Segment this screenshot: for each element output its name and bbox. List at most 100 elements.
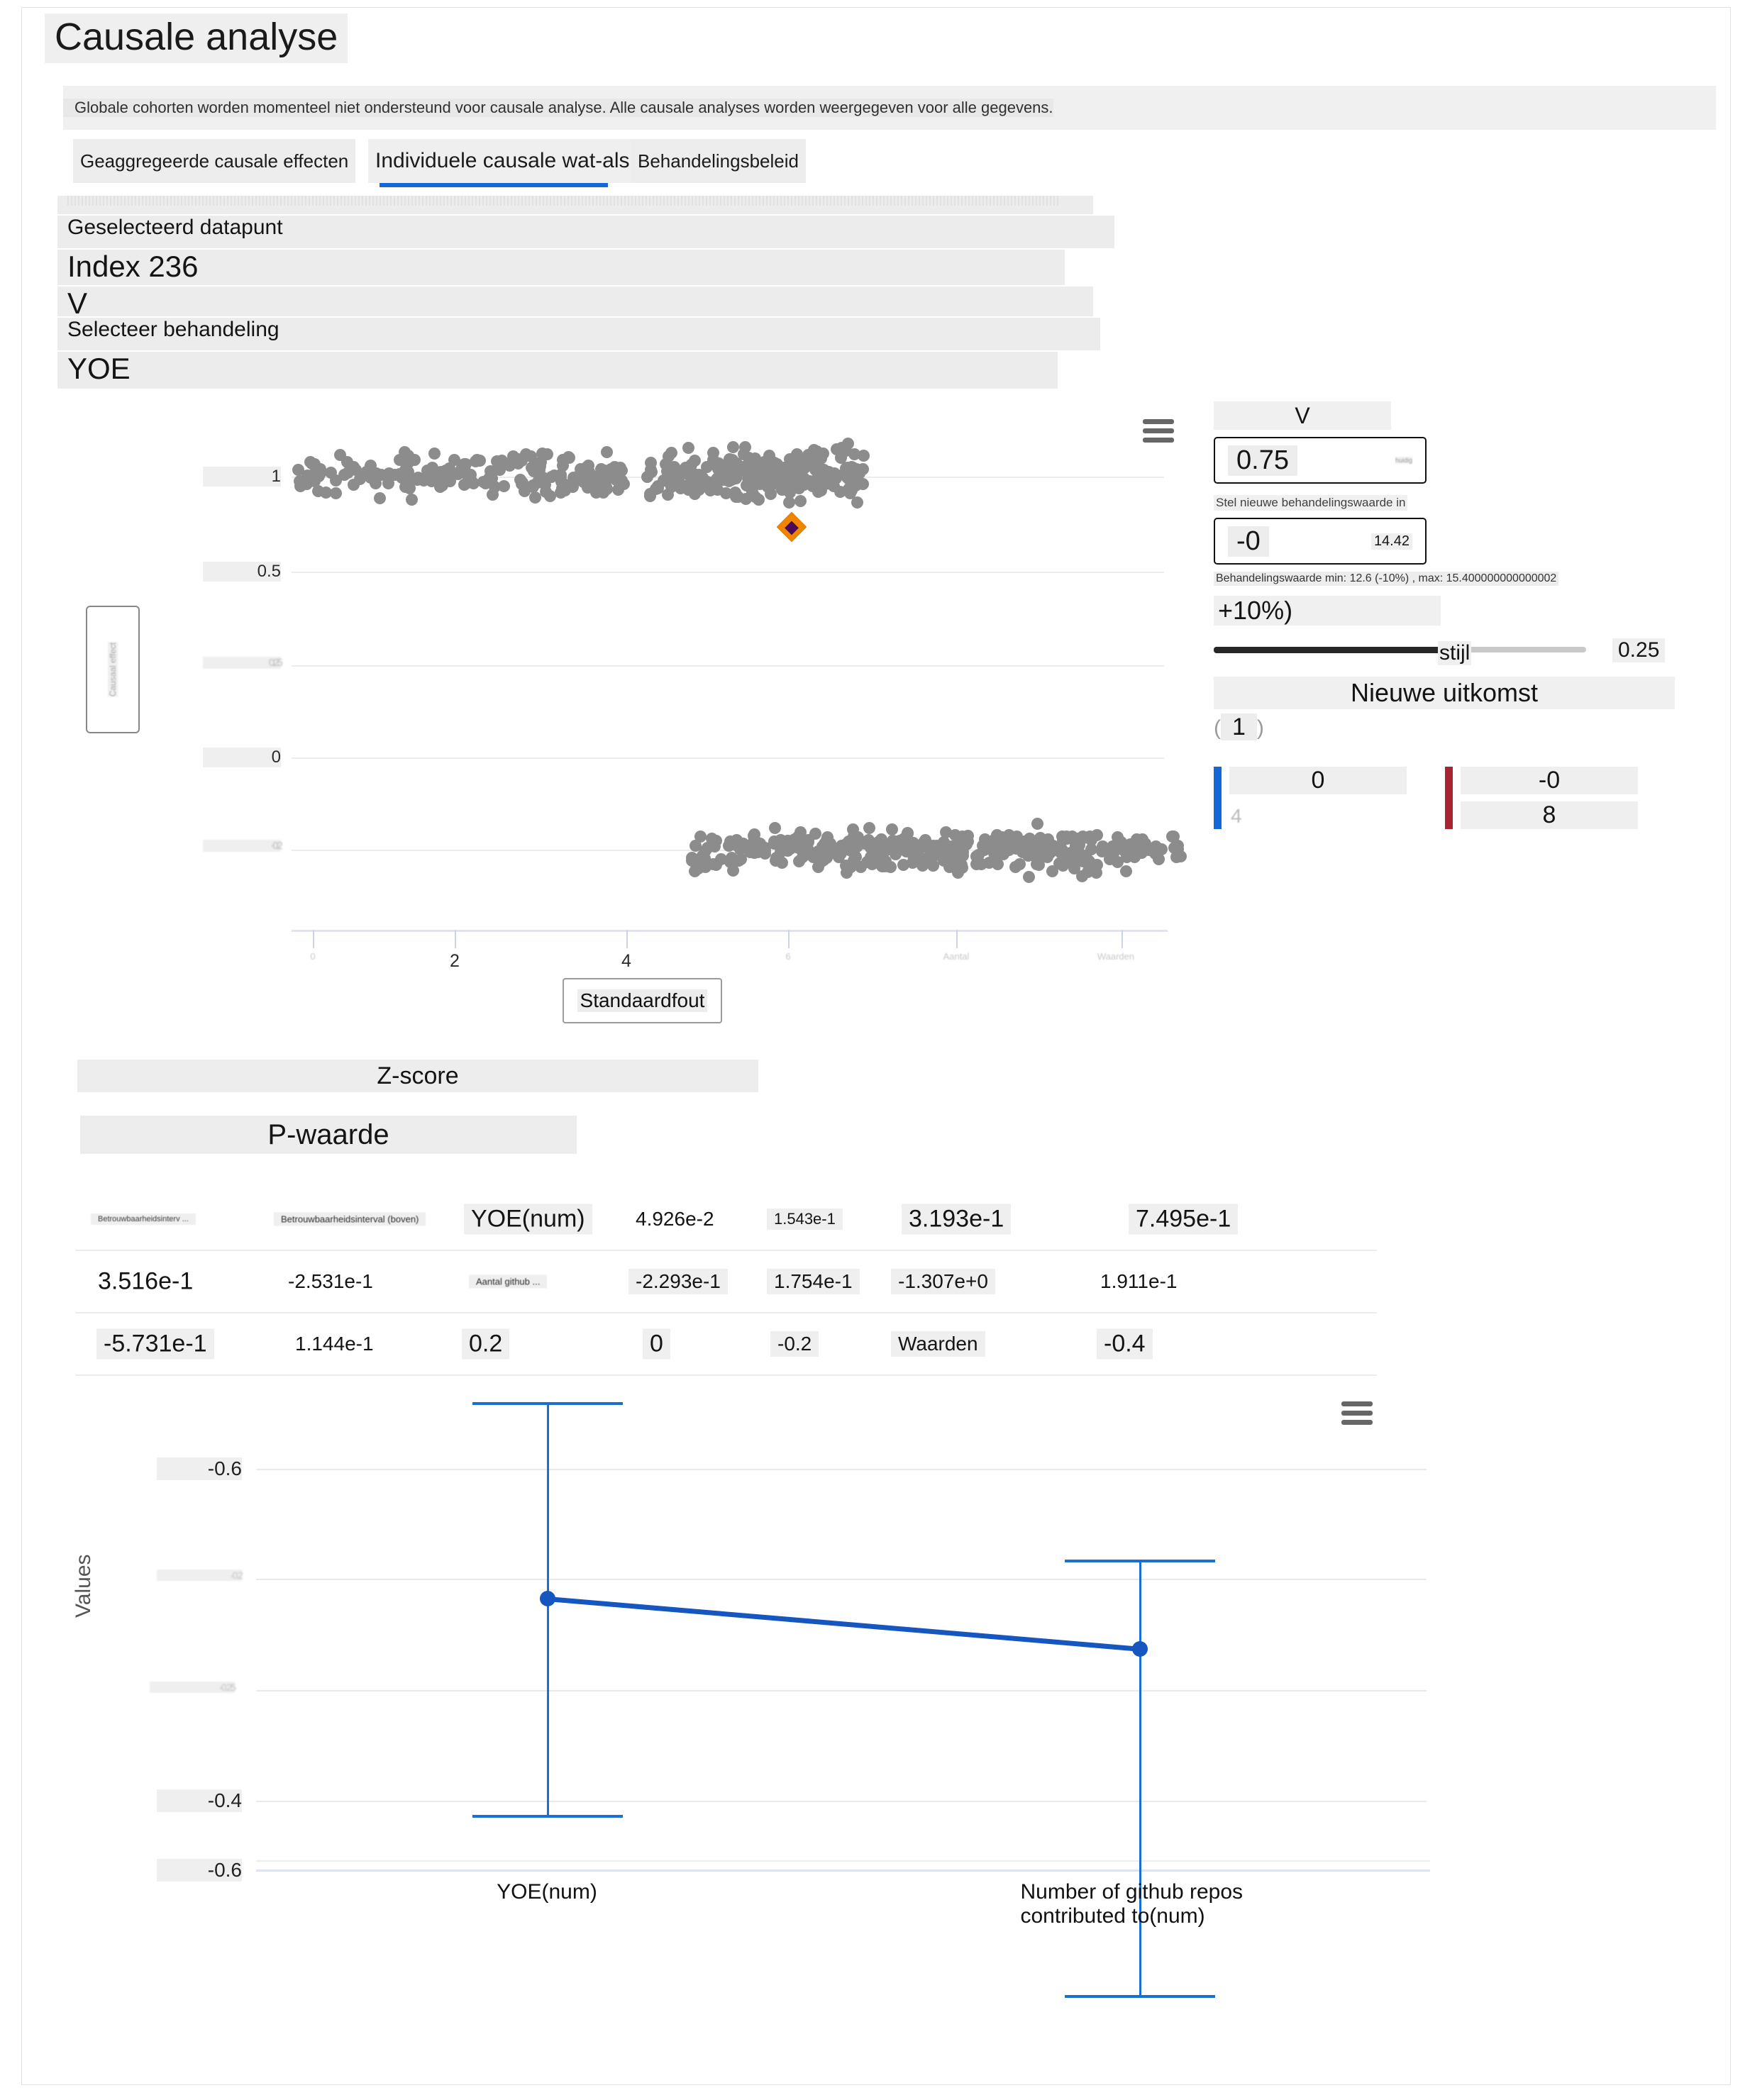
swarm-dot (496, 454, 509, 467)
cell-2-2: 0.2 (462, 1328, 510, 1360)
feature-value-input[interactable]: 0.75 huidig (1214, 437, 1427, 484)
card-accent-bar (1445, 767, 1453, 829)
x-tick-mark (313, 930, 314, 948)
x-tick-5: Waarden (1097, 951, 1135, 962)
x-tick-0: 0 (310, 951, 316, 962)
swarm-dot (577, 476, 589, 489)
swarm-dot (829, 472, 842, 484)
datapoint-index-row[interactable]: Index 236 (57, 250, 1122, 285)
swarm-dot (960, 838, 973, 850)
errorbar-cap-lower (472, 1815, 623, 1818)
swarm-dot (758, 841, 771, 854)
swarm-dot (709, 457, 721, 470)
y-axis-label-box[interactable]: Causaal effect (86, 606, 140, 733)
swarm-dot (775, 483, 788, 496)
swarm-dot (1022, 834, 1035, 847)
treatment-slider[interactable]: stijl 0.25 (1214, 635, 1682, 665)
outcome-cards: 0 4 -0 8 (1214, 767, 1710, 829)
swarm-dot (776, 856, 789, 869)
treatment-value-row[interactable]: YOE (57, 352, 1122, 389)
y-tick-0: 1 (203, 467, 281, 487)
swarm-dot (1046, 865, 1058, 878)
row-bg (57, 352, 1058, 389)
x-tick-mark (1122, 930, 1123, 948)
swarm-dot (763, 449, 775, 462)
swarm-dot (529, 491, 542, 504)
swarm-dot (729, 487, 741, 499)
swarm-dot (917, 836, 930, 848)
hamburger-menu-icon[interactable] (1341, 1401, 1373, 1426)
swarm-dot (792, 841, 805, 854)
data-point[interactable] (540, 1591, 555, 1606)
swarm-dot (783, 496, 796, 509)
treatment-value-input[interactable]: -0 14.42 (1214, 518, 1427, 565)
swarm-dot (848, 857, 860, 870)
feature-value-row[interactable]: V (57, 287, 1122, 320)
swarm-dot (839, 838, 852, 850)
what-if-panel: V 0.75 huidig Stel nieuwe behandelingswa… (1214, 401, 1710, 829)
swarm-dot (731, 457, 743, 470)
tab-aggregate-causal-effects[interactable]: Geaggregeerde causale effecten (73, 139, 356, 183)
swarm-dot (746, 462, 758, 475)
swarm-dot (699, 860, 711, 873)
cell-2-1: 1.144e-1 (295, 1333, 374, 1355)
swarm-dot (583, 465, 596, 478)
swarm-dot (541, 448, 553, 460)
cell-0-2: YOE(num) (464, 1204, 592, 1235)
y-tick-1: 0.5 (203, 562, 281, 582)
swarm-dot (851, 496, 863, 509)
feature-value-hint: huidig (1395, 457, 1412, 464)
selection-ghost-row (57, 196, 1100, 214)
swarm-dot (324, 466, 337, 479)
set-new-treatment-label: Stel nieuwe behandelingswaarde in (1214, 495, 1408, 511)
feature-title: V (1214, 401, 1391, 430)
swarm-dot (807, 851, 819, 864)
swarm-dot (744, 479, 757, 491)
swarm-dot (1171, 840, 1184, 852)
cell-1-5: -1.307e+0 (891, 1269, 995, 1294)
swarm-dot (458, 457, 470, 470)
eb-y-tick-4: -0.6 (157, 1859, 242, 1882)
swarm-dot (824, 837, 836, 850)
swarm-dot (990, 829, 1003, 842)
x-tick-2: 4 (621, 951, 631, 971)
hamburger-menu-icon[interactable] (1143, 419, 1174, 443)
swarm-dot (434, 481, 447, 494)
swarm-dot (426, 461, 439, 474)
swarm-dot (554, 468, 567, 481)
swarm-dot (448, 453, 461, 466)
swarm-dot (589, 487, 602, 499)
cell-0-1: Betrouwbaarheidsinterval (boven) (274, 1212, 426, 1226)
eb-y-axis-title: Values (72, 1554, 95, 1618)
data-point[interactable] (1132, 1641, 1148, 1657)
swarm-dot (1120, 865, 1133, 877)
row-bg (57, 250, 1065, 285)
swarm-dot (519, 448, 532, 460)
eb-y-tick-0: -0.6 (157, 1457, 242, 1480)
tab-individual-causal-whatif[interactable]: Individuele causale wat-als (368, 139, 637, 183)
selected-datapoint-row: Geselecteerd datapunt (57, 216, 1122, 248)
swarm-dot (690, 839, 702, 852)
swarm-dot (1039, 843, 1052, 855)
standard-error-button[interactable]: Standaardfout (563, 978, 722, 1023)
swarm-dot (850, 462, 863, 475)
swarm-dot (364, 459, 377, 472)
swarm-dot (334, 449, 347, 462)
eb-y-tick-2: -0.25 (150, 1682, 236, 1693)
app-root: Causale analyse Globale cohorten worden … (21, 7, 1731, 2085)
swarm-dot (897, 858, 909, 871)
swarm-dot (834, 486, 846, 498)
new-outcome-title: Nieuwe uitkomst (1214, 677, 1675, 709)
eb-x-label-0: YOE(num) (497, 1880, 597, 1904)
swarm-dot (1022, 848, 1035, 861)
card-value-bottom: 4 (1231, 805, 1242, 827)
swarm-dot (519, 485, 531, 498)
gridline (256, 1690, 1427, 1691)
tab-treatment-policy[interactable]: Behandelingsbeleid (631, 139, 806, 183)
swarm-dot (763, 481, 776, 494)
pwaarde-label: P-waarde (80, 1116, 577, 1154)
swarm-dot (402, 449, 415, 462)
swarm-dot (1031, 817, 1044, 830)
ghost-text-line (67, 196, 1060, 206)
selected-point-diamond[interactable] (776, 511, 807, 543)
